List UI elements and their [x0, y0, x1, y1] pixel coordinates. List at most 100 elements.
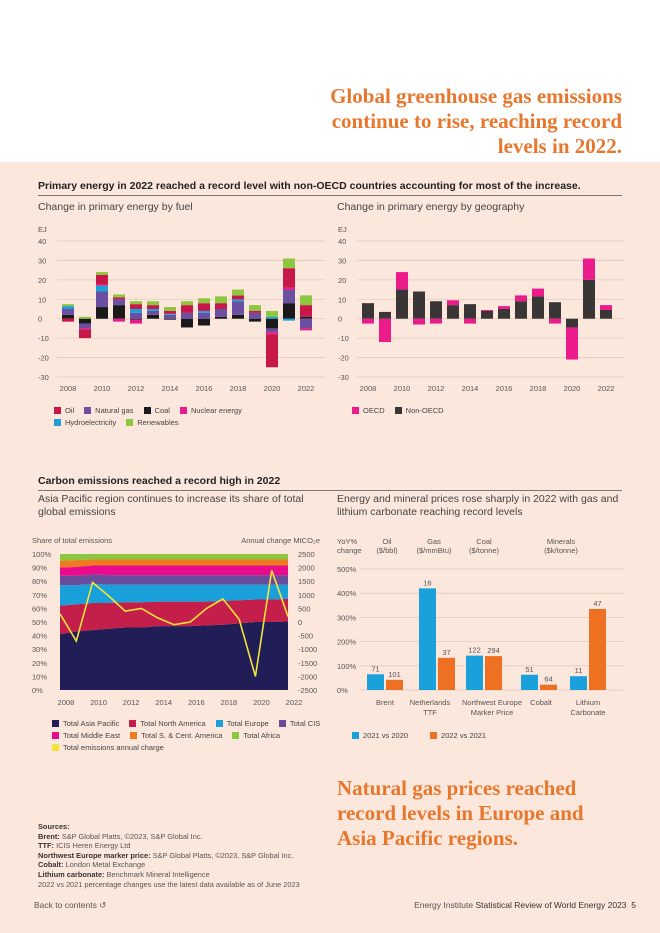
y-tick-label: 0%	[337, 686, 348, 695]
legend-label: Nuclear energy	[190, 406, 242, 415]
area-cis	[60, 574, 288, 586]
bar-coal	[249, 318, 261, 322]
group-header-unit: ($k/tonne)	[544, 546, 578, 555]
y-tick-label: 50%	[32, 618, 47, 627]
y2-tick-label: 0	[298, 618, 302, 627]
chart-subtitle-prices: Energy and mineral prices rose sharply i…	[337, 493, 619, 518]
bar-renewables	[130, 301, 142, 305]
bar-gas	[198, 312, 210, 319]
category-label: TTF	[423, 708, 437, 717]
source-key: Lithium carbonate:	[38, 869, 105, 879]
bar-nonoecd	[464, 304, 476, 319]
x-tick-label: 2012	[428, 384, 445, 393]
legend-swatch	[52, 744, 59, 751]
bar-oil	[198, 303, 210, 311]
legend-swatch	[54, 407, 61, 414]
source-value: London Metal Exchange	[65, 860, 146, 870]
headline-bottom: Natural gas prices reached record levels…	[337, 776, 584, 850]
y-tick-label: 30	[38, 256, 46, 265]
bar-hydro	[96, 285, 108, 292]
bar-renewables	[62, 304, 74, 307]
legend-item-oil: Oil	[54, 406, 74, 415]
source-value: S&P Global Platts, ©2023, S&P Global Inc…	[152, 850, 294, 860]
legend-item-sca: Total S. & Cent. America	[130, 731, 222, 740]
x-tick-label: 2020	[264, 384, 281, 393]
source-line: Cobalt: London Metal Exchange	[38, 860, 300, 870]
bar-gas	[232, 301, 244, 315]
bar-oil	[181, 305, 193, 313]
line-annual-change	[59, 570, 289, 677]
source-line: Northwest Europe marker price: S&P Globa…	[38, 851, 300, 861]
bar-coal	[300, 316, 312, 319]
legend-label: Coal	[154, 406, 170, 415]
bar-coal	[181, 318, 193, 328]
bar-renewables	[113, 294, 125, 298]
legend-swatch	[179, 407, 187, 414]
bar-renewables	[215, 296, 227, 304]
bar-coal	[62, 314, 74, 319]
group-header-unit: ($/bbl)	[376, 546, 398, 555]
y-axis-title: Share of total emissions	[32, 536, 112, 545]
bar-value-label: 71	[371, 664, 379, 673]
bar-gas	[181, 312, 193, 319]
bar-hydro	[130, 309, 142, 313]
source-key: Brent:	[38, 831, 60, 841]
bar-gas	[164, 314, 176, 319]
bar-gas	[79, 323, 91, 329]
bar-nuclear	[266, 332, 278, 335]
y-tick-label: 20%	[32, 659, 47, 668]
bar-gas	[113, 299, 125, 306]
bar-nonoecd	[515, 301, 527, 319]
bar-value-label: 37	[442, 648, 450, 657]
legend-item-line: Total emissions annual charge	[52, 743, 164, 752]
category-label: Lithium	[576, 698, 600, 707]
y-tick-label: 0%	[32, 686, 43, 695]
y-tick-label: 80%	[32, 577, 47, 586]
bar-oil	[266, 334, 278, 368]
chart-subtitle-geography: Change in primary energy by geography	[337, 201, 525, 213]
group-header-name: Oil	[382, 537, 392, 546]
y-tick-label: 30	[338, 256, 346, 265]
y-tick-label: -10	[338, 334, 349, 343]
chart-subtitle-emissions: Asia Pacific region continues to increas…	[38, 493, 304, 518]
bar-oil	[300, 305, 312, 317]
bar-y2021	[466, 655, 483, 690]
y-tick-label: 40%	[32, 632, 47, 641]
y-tick-label: 0	[38, 315, 42, 324]
bar-oil	[62, 318, 74, 322]
legend-label: Non-OECD	[405, 406, 444, 415]
group-header-name: Minerals	[547, 537, 576, 546]
y-tick-label: 200%	[337, 638, 357, 647]
prices-y-axis-title: YoY% change	[337, 537, 362, 555]
x-tick-label: 2018	[221, 698, 238, 707]
bar-nonoecd	[566, 318, 578, 328]
legend-item-renewables: Renewables	[126, 418, 179, 427]
source-key: TTF:	[38, 841, 55, 851]
y2-tick-label: -1000	[298, 645, 317, 654]
bar-oecd	[362, 318, 374, 324]
x-tick-label: 2010	[90, 698, 107, 707]
bar-oecd	[515, 295, 527, 302]
bar-y2022	[386, 679, 403, 690]
legend-item-y2022: 2022 vs 2021	[430, 731, 486, 740]
bar-oecd	[464, 318, 476, 324]
y-tick-label: -20	[338, 354, 349, 363]
bar-coal	[232, 314, 244, 319]
legend-swatch	[129, 720, 137, 727]
x-tick-label: 2016	[188, 698, 205, 707]
x-tick-label: 2022	[286, 698, 303, 707]
legend-swatch	[232, 732, 240, 739]
bar-value-label: 294	[487, 646, 500, 655]
y2-tick-label: -2500	[298, 686, 317, 695]
legend-label: Total Africa	[243, 731, 281, 740]
bar-hydro	[266, 316, 278, 319]
back-to-contents-link[interactable]: Back to contents ↺	[34, 900, 107, 910]
area-af	[60, 554, 288, 561]
legend-item-gas: Natural gas	[84, 406, 134, 415]
source-value: ICIS Heren Energy Ltd	[56, 841, 131, 851]
x-tick-label: 2018	[530, 384, 547, 393]
x-tick-label: 2014	[462, 384, 479, 393]
bar-oil	[79, 329, 91, 339]
x-tick-label: 2018	[230, 384, 247, 393]
legend-label: Total CIS	[289, 719, 321, 728]
